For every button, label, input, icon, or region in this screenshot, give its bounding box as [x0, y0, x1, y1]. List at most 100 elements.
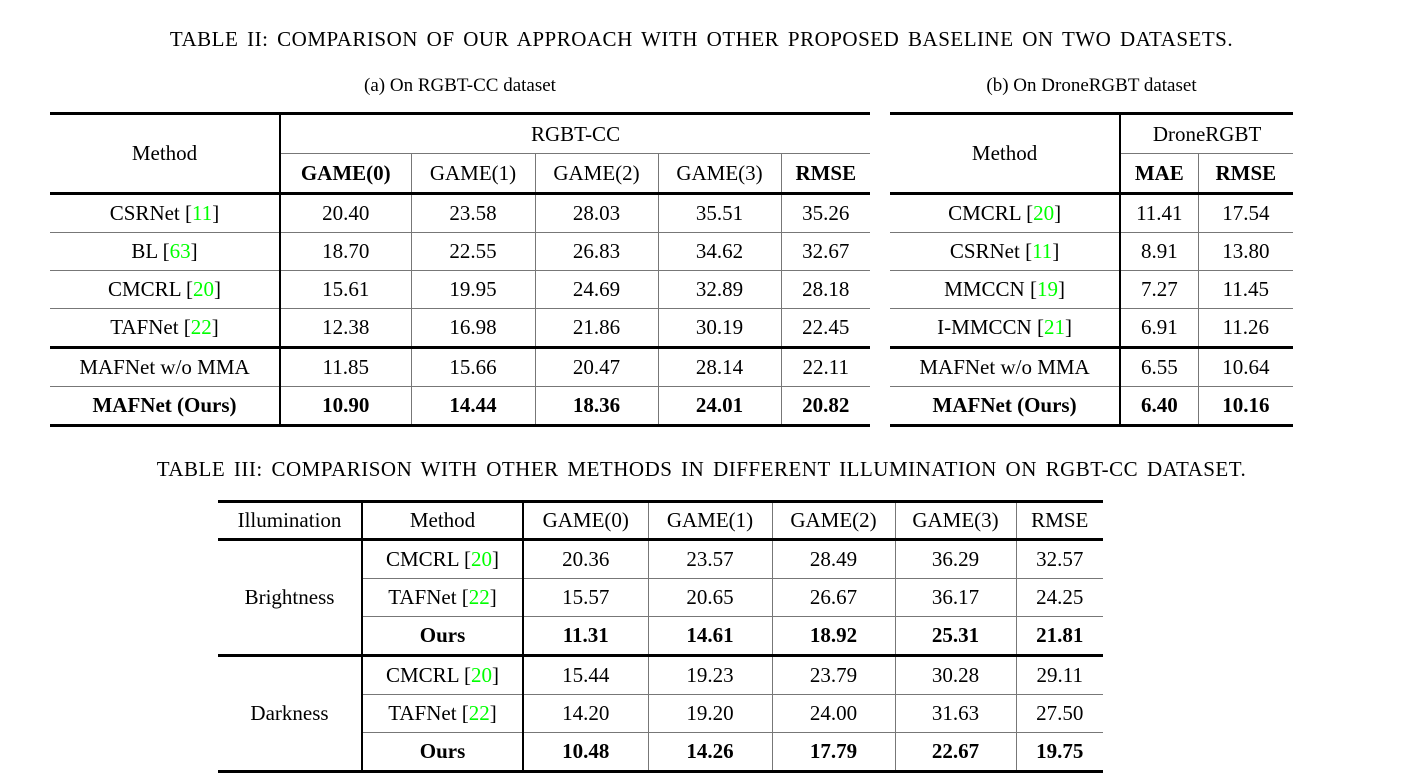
- illumination-cell: Darkness: [250, 701, 329, 725]
- dataset-header-cell: RGBT-CC: [278, 113, 871, 154]
- value-cell: 15.66: [410, 347, 535, 387]
- column-header-cell: GAME(2): [534, 153, 658, 194]
- value-cell: 18.36: [534, 386, 658, 426]
- value-cell: 14.61: [647, 616, 772, 656]
- citation-link[interactable]: 20: [193, 277, 214, 301]
- citation-link[interactable]: 63: [169, 239, 191, 263]
- column-header-cell: GAME(0): [279, 153, 411, 194]
- value-cell: 20.82: [780, 386, 871, 426]
- value-cell: 23.57: [647, 539, 772, 579]
- table-row: Ours 11.31 14.61 18.92 25.31 21.81: [218, 616, 1103, 656]
- table-row: TAFNet [22] 14.20 19.20 24.00 31.63 27.50: [218, 694, 1103, 733]
- column-header-cell: MAE: [1119, 153, 1199, 194]
- method-cell: CMCRL [20]: [108, 277, 221, 301]
- value-cell: 15.44: [522, 655, 648, 695]
- table-row: MMCCN [19] 7.27 11.45: [890, 270, 1294, 309]
- value-cell: 7.27: [1119, 270, 1199, 309]
- header-row: Illumination Method GAME(0) GAME(1) GAME(2) G…: [218, 501, 1103, 540]
- table-row: BL [63] 18.70 22.55 26.83 34.62 32.67: [50, 232, 871, 271]
- value-cell: 11.41: [1119, 193, 1199, 233]
- table-row: CMCRL [20] 11.41 17.54: [890, 193, 1294, 233]
- value-cell: 14.20: [522, 694, 648, 733]
- subheader-row: GAME(0) GAME(1) GAME(2) GAME(3) RMSE: [50, 153, 871, 194]
- table2-panels-row: Method RGBT-CC GAME(0) GAME(1) GAME(2) GAME(3…: [50, 112, 1403, 427]
- citation-link[interactable]: 11: [1032, 239, 1053, 263]
- column-header-cell: GAME(2): [771, 501, 895, 540]
- table-illumination: Illumination Method GAME(0) GAME(1) GAME(2) G…: [218, 500, 1103, 773]
- citation-link[interactable]: 19: [1036, 277, 1058, 301]
- table-row: MAFNet w/o MMA 6.55 10.64: [890, 347, 1294, 387]
- value-cell: 35.51: [657, 193, 781, 233]
- method-cell: Ours: [361, 732, 523, 772]
- citation-link[interactable]: 22: [468, 585, 490, 609]
- table2-subcaptions: (a) On RGBT-CC dataset (b) On DroneRGBT …: [0, 75, 1403, 101]
- table-row: CSRNet [11] 8.91 13.80: [890, 232, 1294, 271]
- table-row: TAFNet [22] 12.38 16.98 21.86 30.19 22.45: [50, 308, 871, 348]
- value-cell: 18.92: [771, 616, 895, 656]
- column-header-cell: GAME(1): [410, 153, 535, 194]
- value-cell: 6.91: [1119, 308, 1199, 348]
- table-row: MAFNet w/o MMA 11.85 15.66 20.47 28.14 22.11: [50, 347, 871, 387]
- value-cell: 22.11: [780, 347, 871, 387]
- citation-link[interactable]: 20: [471, 663, 492, 687]
- value-cell: 12.38: [279, 308, 411, 348]
- table3-caption: TABLE III: COMPARISON WITH OTHER METHODS…: [156, 457, 1247, 481]
- column-header-cell: RMSE: [1015, 501, 1103, 540]
- citation-link[interactable]: 21: [1043, 315, 1065, 339]
- value-cell: 36.29: [894, 539, 1016, 579]
- citation-link[interactable]: 22: [190, 315, 212, 339]
- column-header-cell: GAME(1): [647, 501, 772, 540]
- value-cell: 27.50: [1015, 694, 1103, 733]
- table-row: I-MMCCN [21] 6.91 11.26: [890, 308, 1294, 348]
- value-cell: 16.98: [410, 308, 535, 348]
- illumination-group: Darkness CMCRL [20] 15.44 19.23 23.79 30.28 29…: [218, 655, 1103, 772]
- citation-link[interactable]: 20: [1033, 201, 1055, 225]
- table-row: CMCRL [20] 15.61 19.95 24.69 32.89 28.18: [50, 270, 871, 309]
- method-cell: CSRNet [11]: [949, 239, 1060, 263]
- value-cell: 19.23: [647, 655, 772, 695]
- table-row: Brightness CMCRL [20] 20.36 23.57 28.49 36.29…: [218, 539, 1103, 609]
- value-cell: 28.18: [780, 270, 871, 309]
- citation-link[interactable]: 20: [471, 547, 492, 571]
- value-cell: 20.36: [522, 539, 648, 579]
- method-cell: Ours: [361, 616, 523, 656]
- value-cell: 11.31: [522, 616, 648, 656]
- method-cell: MAFNet w/o MMA: [919, 355, 1090, 379]
- value-cell: 23.58: [410, 193, 535, 233]
- table-row: Ours 10.48 14.26 17.79 22.67 19.75: [218, 732, 1103, 772]
- value-cell: 15.61: [279, 270, 411, 309]
- value-cell: 22.55: [410, 232, 535, 271]
- value-cell: 11.85: [279, 347, 411, 387]
- method-cell: TAFNet [22]: [361, 694, 523, 733]
- header-row: Method DroneRGBT: [890, 113, 1294, 165]
- value-cell: 34.62: [657, 232, 781, 271]
- value-cell: 17.54: [1197, 193, 1294, 233]
- value-cell: 28.14: [657, 347, 781, 387]
- header-row: Method RGBT-CC: [50, 113, 871, 165]
- table-row: Darkness CMCRL [20] 15.44 19.23 23.79 30.28 29…: [218, 655, 1103, 725]
- value-cell: 19.95: [410, 270, 535, 309]
- value-cell: 18.70: [279, 232, 411, 271]
- value-cell: 35.26: [780, 193, 871, 233]
- value-cell: 13.80: [1197, 232, 1294, 271]
- value-cell: 21.86: [534, 308, 658, 348]
- citation-link[interactable]: 11: [192, 201, 213, 225]
- value-cell: 8.91: [1119, 232, 1199, 271]
- citation-link[interactable]: 22: [468, 701, 490, 725]
- value-cell: 24.00: [771, 694, 895, 733]
- value-cell: 28.49: [771, 539, 895, 579]
- column-header-cell: GAME(3): [894, 501, 1016, 540]
- dataset-header-cell: DroneRGBT: [1119, 113, 1294, 154]
- value-cell: 10.16: [1197, 386, 1294, 426]
- value-cell: 19.20: [647, 694, 772, 733]
- value-cell: 20.65: [647, 578, 772, 617]
- method-cell: MMCCN [19]: [944, 277, 1065, 301]
- method-cell: MAFNet w/o MMA: [79, 355, 250, 379]
- value-cell: 10.64: [1197, 347, 1294, 387]
- value-cell: 32.67: [780, 232, 871, 271]
- table-row: CSRNet [11] 20.40 23.58 28.03 35.51 35.26: [50, 193, 871, 233]
- column-header-cell: GAME(0): [522, 501, 648, 540]
- column-header-cell: Illumination: [237, 508, 342, 532]
- value-cell: 10.90: [279, 386, 411, 426]
- value-cell: 26.67: [771, 578, 895, 617]
